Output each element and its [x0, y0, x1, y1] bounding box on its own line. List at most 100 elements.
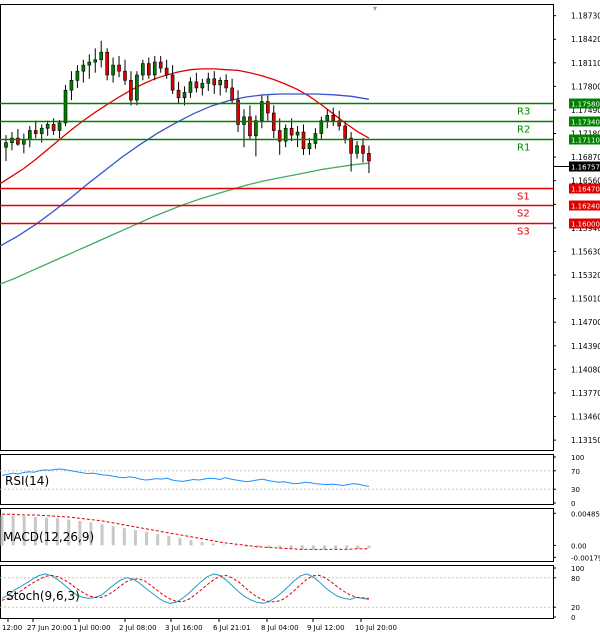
candle-body	[51, 124, 56, 131]
price-tick-label: 1.18730	[571, 12, 600, 21]
candle-body	[39, 127, 44, 134]
price-tick-label: 1.17180	[571, 130, 600, 139]
candle	[75, 65, 80, 88]
level-name: S3	[517, 227, 530, 238]
candle	[16, 128, 20, 146]
rsi-label: RSI(14)	[5, 474, 49, 488]
candle	[117, 55, 121, 78]
candle-body	[176, 89, 181, 99]
candle	[361, 138, 365, 163]
candle	[265, 95, 270, 121]
candle	[242, 109, 246, 148]
macd-histogram-bar	[56, 518, 60, 546]
candle-body	[188, 81, 193, 93]
rsi-plot	[0, 468, 553, 490]
price-tick-label: 1.13770	[571, 389, 600, 398]
macd-histogram-bar	[234, 545, 238, 547]
candle	[10, 132, 14, 151]
stoch-label: Stoch(9,6,3)	[6, 589, 80, 603]
pane-frames	[0, 4, 554, 619]
candle-body	[361, 145, 365, 154]
rsi-pane-frame	[0, 454, 554, 505]
candle	[277, 118, 282, 155]
candle-body	[206, 78, 211, 84]
macd-plot	[0, 513, 371, 550]
candle-body	[194, 81, 199, 89]
candle-body	[45, 124, 50, 129]
candle-body	[152, 61, 157, 76]
macd-histogram-bar	[89, 522, 93, 546]
axis-tick-label: 100	[571, 565, 584, 573]
candle-body	[218, 80, 222, 86]
axis-tick-label: 0	[571, 500, 575, 508]
candle	[99, 40, 103, 68]
macd-histogram-bar	[211, 543, 215, 546]
time-tick-label: 1 Jul 00:00	[73, 624, 111, 632]
candle-body	[16, 137, 20, 145]
level-price-tag	[569, 218, 600, 229]
candle-body	[283, 127, 288, 142]
time-tick-label: 2 Jul 08:00	[119, 624, 157, 632]
level-price-tag	[569, 200, 600, 211]
candles	[4, 40, 371, 174]
level-price-label: 1.17580	[571, 101, 600, 109]
candle	[81, 59, 86, 83]
candle-body	[123, 70, 127, 81]
candle-body	[236, 99, 240, 125]
candle-body	[10, 137, 14, 143]
level-price-label: 1.16000	[571, 221, 600, 229]
candle	[200, 78, 205, 96]
time-tick-label: 6 Jul 21:01	[213, 624, 251, 632]
macd-histogram-bar	[100, 524, 104, 546]
axis-tick-label: 0.00	[571, 542, 587, 550]
candle	[194, 72, 199, 93]
price-tick-label: 1.18110	[571, 59, 600, 68]
candle	[152, 55, 157, 81]
macd-histogram-bar	[311, 545, 315, 550]
macd-histogram-bar	[156, 534, 160, 546]
price-tick-label: 1.17800	[571, 82, 600, 91]
macd-label: MACD(12,26,9)	[3, 530, 94, 544]
stoch-main-line	[1, 573, 369, 604]
macd-histogram-bar	[245, 545, 249, 547]
price-tick-label: 1.17490	[571, 106, 600, 115]
candle	[105, 48, 109, 81]
candle-body	[307, 143, 312, 150]
current-price-label: 1.16757	[571, 164, 600, 172]
pivot-levels	[0, 102, 553, 225]
candle	[260, 95, 264, 129]
level-price-label: 1.17110	[571, 137, 600, 145]
macd-histogram-bar	[356, 545, 360, 549]
macd-histogram-bar	[334, 545, 338, 549]
time-tick-label: 10 Jul 20:00	[355, 624, 397, 632]
level-name: R2	[517, 125, 530, 136]
candle-body	[4, 142, 8, 148]
candle	[111, 57, 115, 83]
price-tick-label: 1.15630	[571, 247, 600, 256]
macd-signal-line	[2, 513, 369, 550]
candle-body	[141, 63, 145, 76]
candle	[355, 141, 359, 159]
candle-body	[27, 130, 32, 140]
candle	[147, 57, 151, 79]
level-price-label: 1.16470	[571, 186, 600, 194]
ma-line	[0, 162, 369, 285]
candle-body	[254, 120, 258, 137]
macd-histogram-bar	[33, 516, 37, 546]
price-tick-label: 1.14390	[571, 342, 600, 351]
rsi-axis: 100 70 30 0	[553, 454, 584, 508]
time-tick-label: 9 Jul 12:00	[307, 624, 345, 632]
current-price-tag	[569, 161, 600, 172]
macd-histogram-bar	[367, 545, 371, 549]
candle-body	[117, 64, 121, 72]
axis-tick-label: 30	[571, 486, 580, 494]
macd-histogram-bar	[67, 519, 71, 546]
macd-histogram-bar	[278, 545, 282, 549]
candle-body	[57, 122, 62, 131]
axis-tick-label: 20	[571, 604, 580, 612]
candle-body	[63, 89, 68, 124]
candle	[224, 74, 228, 93]
candle-body	[355, 145, 359, 154]
candle-body	[248, 116, 252, 137]
